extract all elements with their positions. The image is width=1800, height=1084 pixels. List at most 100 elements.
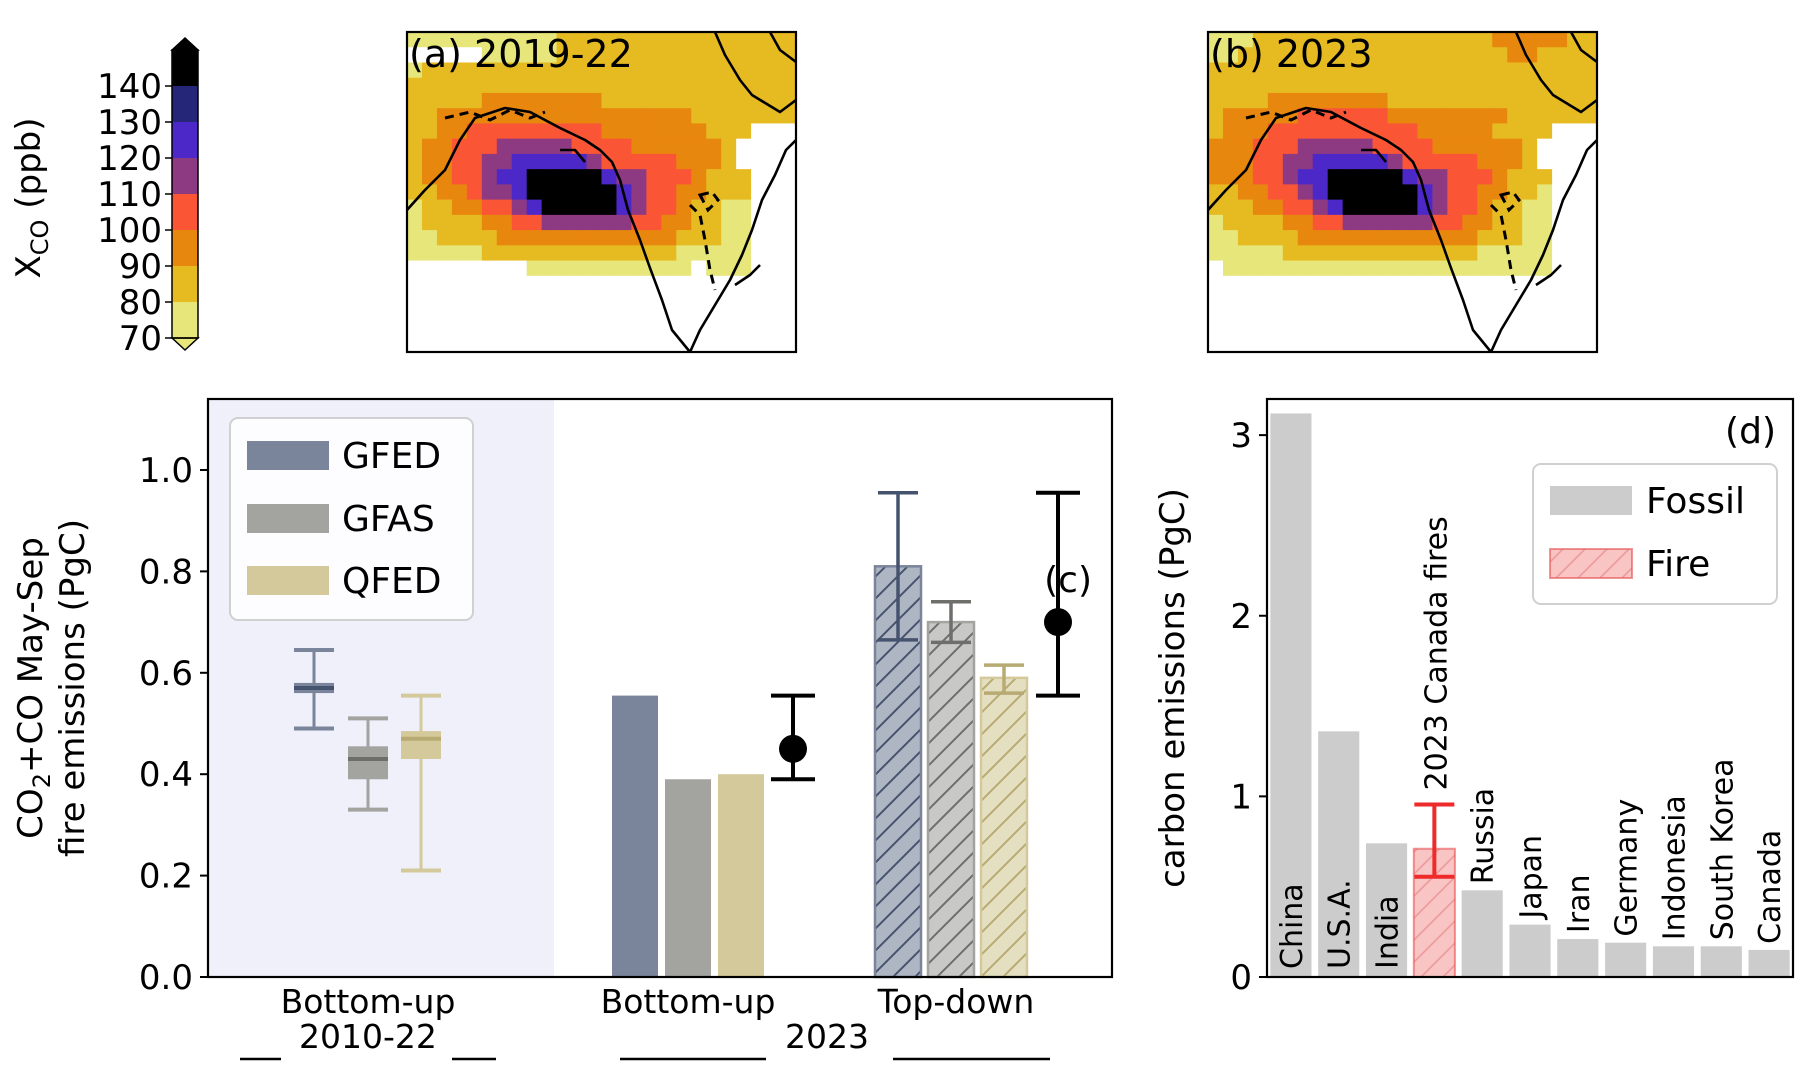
map-cell [526,32,543,48]
map-cell [407,169,423,185]
map-cell [661,32,677,48]
map-cell [616,291,633,307]
map-cell [661,123,677,140]
map-cell [1267,123,1284,140]
panel-c-yaxis: 0.0 0.2 0.4 0.6 0.8 1.0 [139,451,208,998]
map-cell [1492,138,1508,155]
map-cell [421,108,438,125]
map-cell [736,214,752,231]
map-cell [1297,214,1314,231]
map-cell [631,32,647,48]
map-cell [1402,169,1419,185]
map-cell [616,108,633,125]
map-cell [1537,291,1553,307]
map-cell [571,199,588,216]
map-cell [571,62,588,79]
map-cell [1342,321,1359,338]
map-cell [511,138,528,155]
map-cell [781,62,796,79]
map-cell [1552,47,1568,64]
map-cell [511,32,528,48]
map-cell [616,214,633,231]
map-cell [1327,138,1344,155]
map-cell [1567,260,1583,277]
map-cell [736,321,752,338]
map-cell [481,92,498,109]
map-cell [556,32,573,48]
map-cell [1447,123,1463,140]
map-cell [646,291,662,307]
legend-label-gfed: GFED [342,436,441,477]
map-cell [1582,291,1597,307]
map-cell [1387,184,1404,201]
map-cell [466,47,483,64]
map-cell [1208,336,1224,352]
map-cell [421,291,438,307]
map-cell [421,230,438,246]
map-cell [586,230,603,246]
map-cell [511,245,528,262]
map-cell [586,291,603,307]
map-cell [1267,138,1284,155]
map-cell [691,123,707,140]
bar-bottom-up-gfas [665,779,711,977]
map-cell [1267,260,1284,277]
map-cell [1342,77,1359,94]
map-cell [451,275,468,292]
map-cell [1357,32,1374,48]
map-cell [1417,138,1434,155]
map-cell [1327,230,1344,246]
map-cell [706,275,722,292]
map-cell [496,336,513,352]
map-cell [601,169,618,185]
map-cell [601,92,618,109]
map-cell [1342,153,1359,170]
map-cell [1222,260,1239,277]
map-cell [676,123,692,140]
bar-label-germany: Germany [1610,799,1645,937]
map-cell [481,199,498,216]
map-cell [766,123,782,140]
colorbar-segment [172,266,198,302]
map-cell [421,169,438,185]
map-cell [1402,230,1419,246]
map-cell [1417,32,1434,48]
map-cell [436,184,453,201]
map-cell [1462,321,1478,338]
map-cell [1432,184,1448,201]
map-cell [526,199,543,216]
map-cell [1417,230,1434,246]
map-cell [451,199,468,216]
map-cell [496,92,513,109]
map-cell [601,123,618,140]
map-cell [766,214,782,231]
map-cell [1282,291,1299,307]
map-cell [1447,77,1463,94]
map-cell [1208,260,1224,277]
map-cell [496,123,513,140]
map-cell [481,291,498,307]
map-cell [1522,123,1538,140]
map-cell [1582,230,1597,246]
map-cell [1208,291,1224,307]
map-cell [1567,321,1583,338]
map-cell [646,169,662,185]
map-cell [1252,169,1269,185]
map-cell [1537,169,1553,185]
map-cell [616,245,633,262]
map-cell [1342,245,1359,262]
map-cell [466,77,483,94]
map-cell [571,260,588,277]
map-cell [1417,260,1434,277]
map-cell [571,108,588,125]
map-cell [676,62,692,79]
map-cell [631,291,647,307]
map-cell [1267,77,1284,94]
bar-germany [1605,942,1647,977]
map-cell [1522,321,1538,338]
map-cell [721,230,737,246]
map-cell [421,153,438,170]
map-cell [496,291,513,307]
map-cell [1267,199,1284,216]
map-cell [511,184,528,201]
